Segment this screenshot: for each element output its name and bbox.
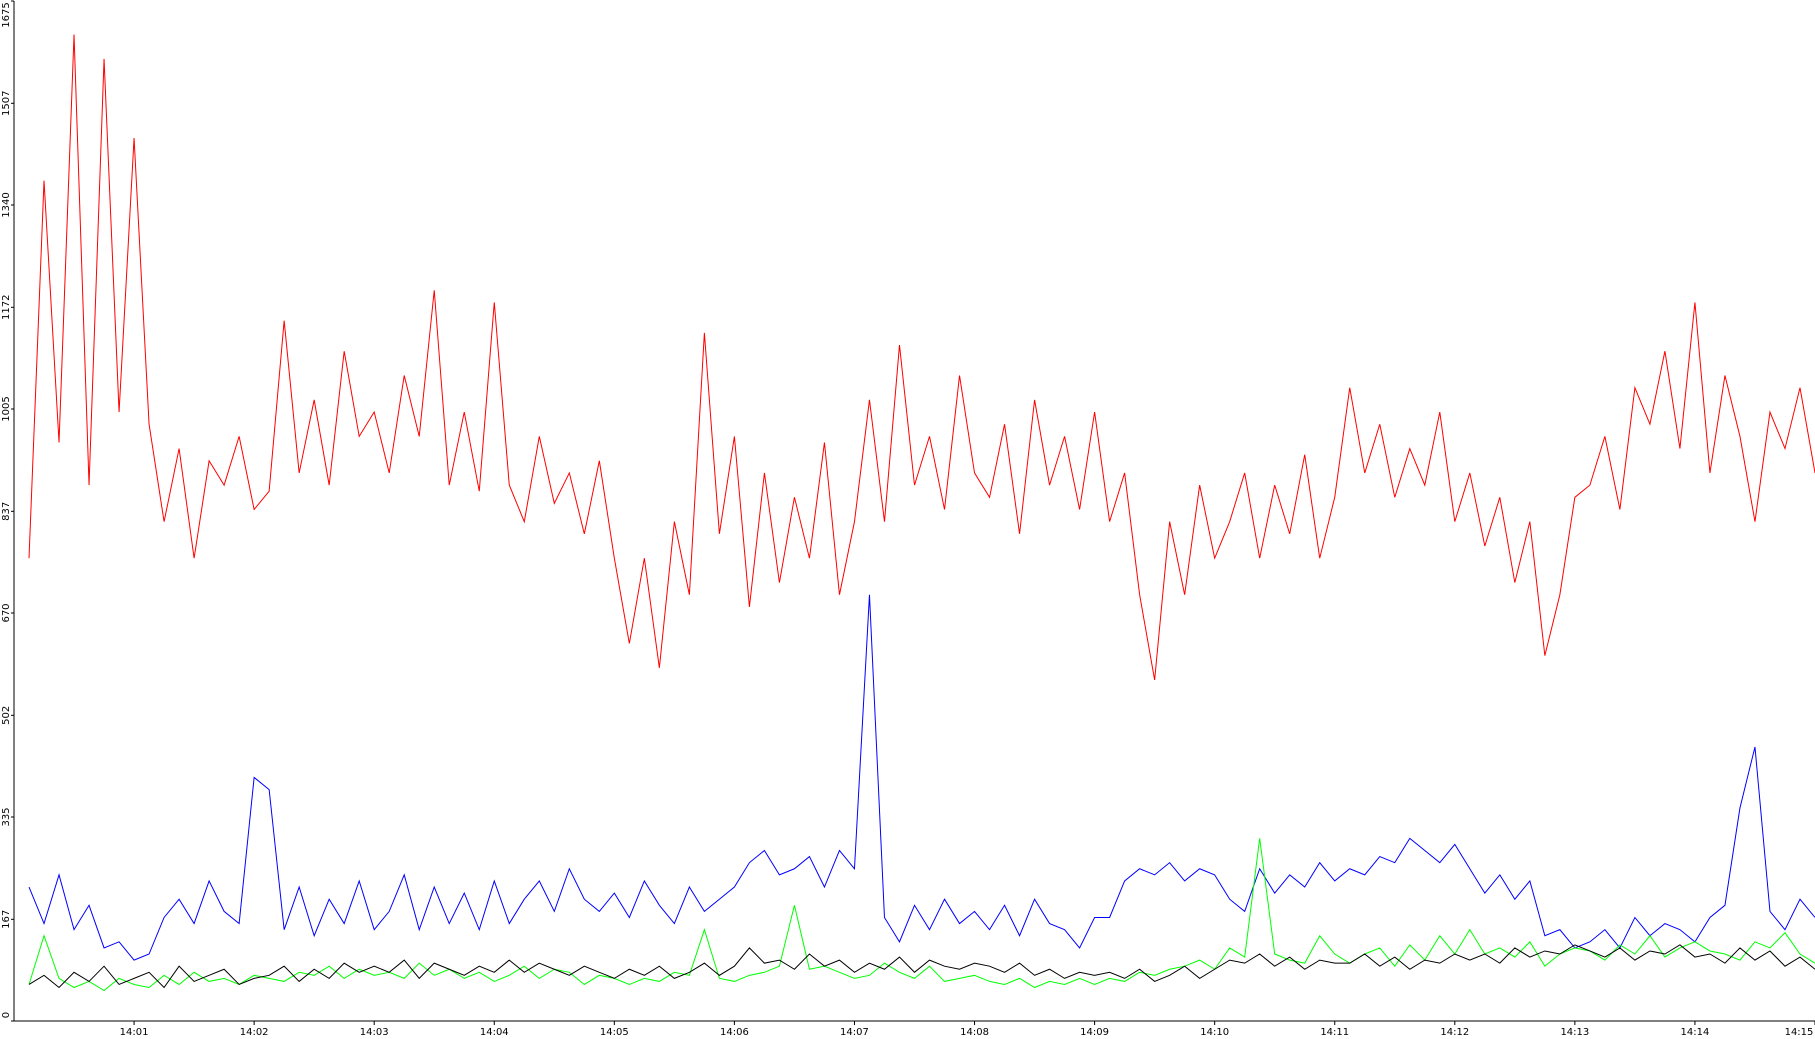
series-line — [28, 34, 1815, 681]
x-tick-label: 14:03 — [360, 1027, 389, 1038]
y-tick-label: 1675 — [1, 2, 12, 27]
x-tick-label: 14:12 — [1440, 1027, 1469, 1038]
x-tick-label: 14:14 — [1681, 1027, 1710, 1038]
y-tick-label: 167 — [1, 910, 12, 929]
x-tick-label: 14:01 — [120, 1027, 149, 1038]
x-tick-label: 14:02 — [240, 1027, 269, 1038]
y-tick-label: 335 — [1, 807, 12, 826]
x-tick-label: 14:05 — [600, 1027, 629, 1038]
y-tick-label: 1172 — [1, 295, 12, 320]
x-tick-label: 14:09 — [1080, 1027, 1109, 1038]
x-tick-label: 14:07 — [840, 1027, 869, 1038]
x-tick-label: 14:08 — [960, 1027, 989, 1038]
y-tick-label: 837 — [1, 502, 12, 521]
y-tick-label: 1005 — [1, 396, 12, 421]
x-tick-label: 14:10 — [1200, 1027, 1229, 1038]
x-tick-label: 14:11 — [1320, 1027, 1349, 1038]
y-tick-label: 1340 — [1, 192, 12, 217]
x-tick-label: 14:13 — [1560, 1027, 1589, 1038]
x-tick-label: 14:06 — [720, 1027, 749, 1038]
y-tick-label: 0 — [1, 1012, 12, 1018]
series-line — [28, 838, 1815, 992]
y-tick-label: 670 — [1, 603, 12, 622]
x-tick-label: 14:15 — [1785, 1027, 1814, 1038]
y-tick-label: 502 — [1, 706, 12, 725]
x-tick-label: 14:04 — [480, 1027, 509, 1038]
y-tick-label: 1507 — [1, 91, 12, 116]
series-line — [28, 594, 1815, 961]
series-line — [28, 944, 1815, 989]
